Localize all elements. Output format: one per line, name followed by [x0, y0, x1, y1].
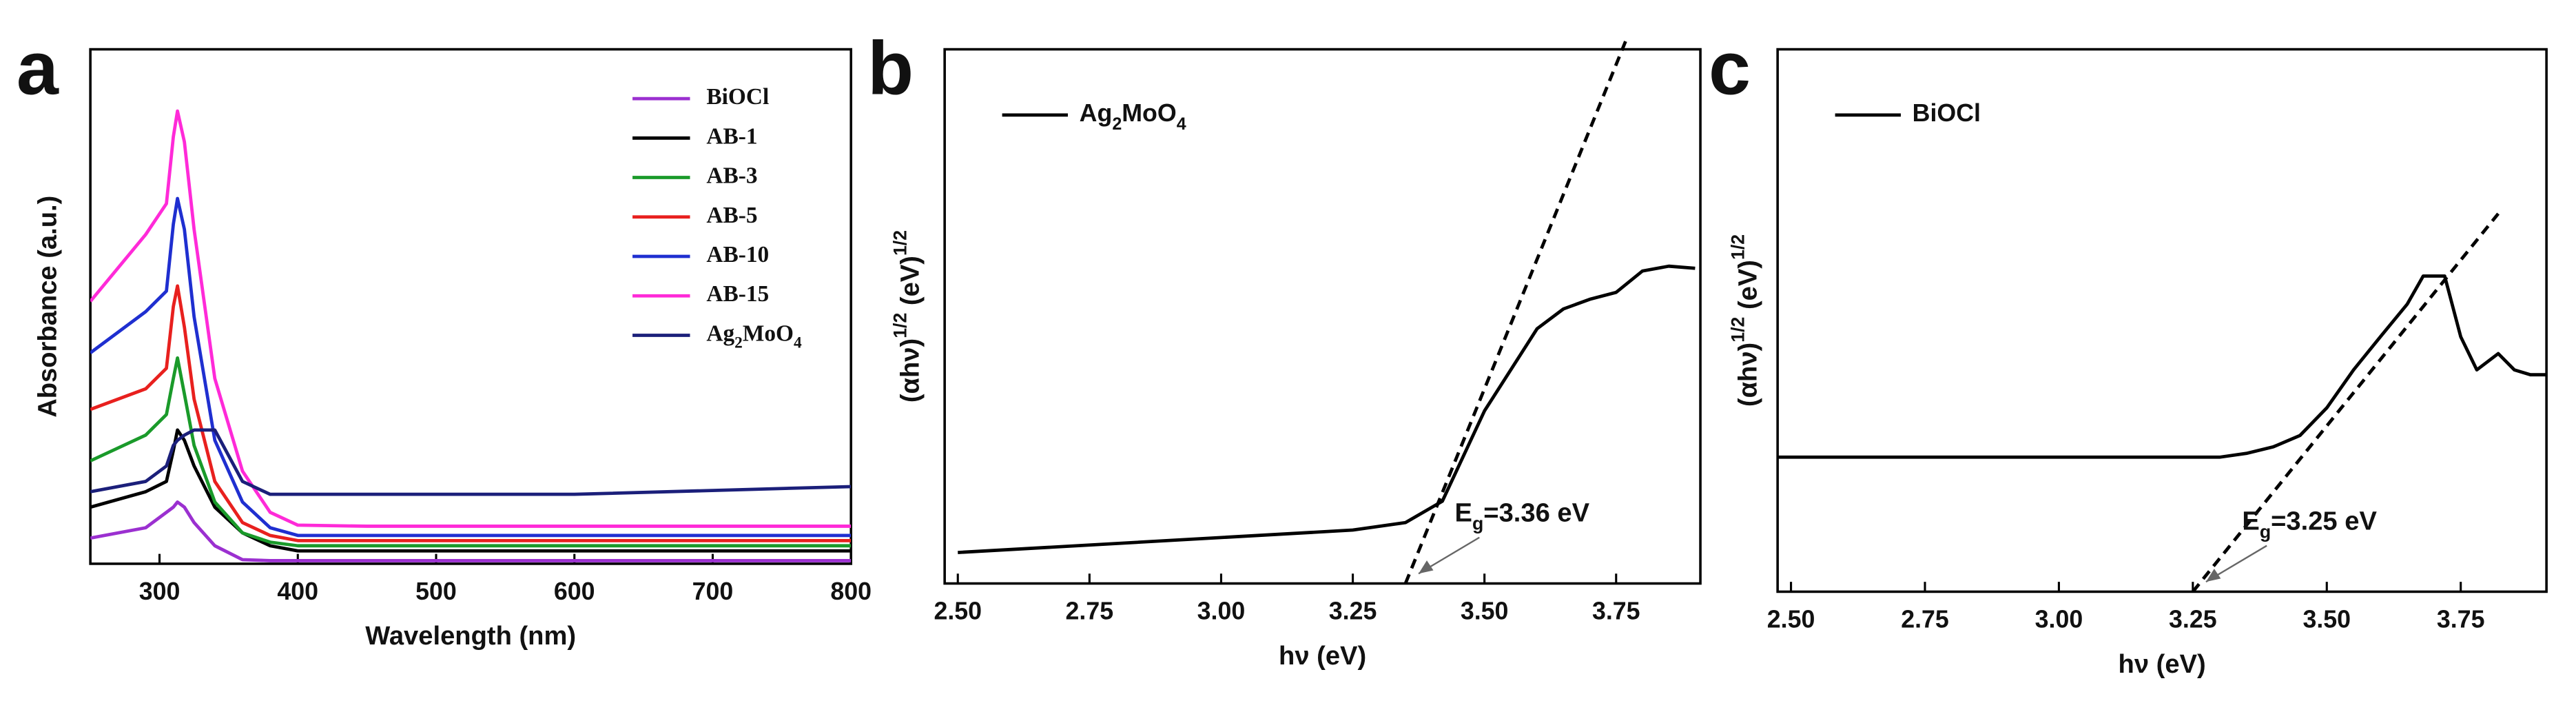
series-line	[90, 356, 852, 548]
x-tick-label: 3.25	[1329, 598, 1377, 625]
legend-label: Ag2MoO4	[1080, 99, 1186, 133]
series-line	[90, 196, 852, 538]
legend-label: Ag2MoO4	[706, 321, 802, 352]
annotation-arrowhead	[2205, 569, 2221, 582]
x-tick-label: 3.50	[1461, 598, 1509, 625]
panel-label: a	[17, 26, 59, 110]
y-axis-label: (αhν)1/2 (eV)1/2	[1728, 234, 1763, 407]
plot-frame	[1776, 48, 2548, 593]
x-tick-label: 300	[139, 578, 181, 605]
series-line	[90, 284, 852, 542]
x-axis-label: hν (eV)	[1279, 641, 1366, 671]
legend-label: BiOCl	[1913, 99, 1981, 127]
x-tick-label: 400	[277, 578, 318, 605]
y-axis-label: (αhν)1/2 (eV)1/2	[890, 230, 925, 403]
legend-label: AB-10	[706, 242, 769, 267]
plot-frame	[943, 48, 1702, 585]
legend-label: AB-15	[706, 281, 769, 307]
x-tick-label: 2.75	[1066, 598, 1114, 625]
x-tick-label: 3.75	[2437, 606, 2485, 633]
x-tick-label: 2.75	[1901, 606, 1949, 633]
x-tick-label: 3.00	[1197, 598, 1246, 625]
series-line	[90, 428, 852, 496]
annotation-arrowhead	[1419, 560, 1434, 574]
legend-label: AB-1	[706, 123, 757, 149]
annotation: Eg=3.36 eV	[1455, 498, 1590, 533]
series-line	[90, 428, 852, 553]
x-tick-label: 3.75	[1592, 598, 1640, 625]
y-axis-label: Absorbance (a.u.)	[33, 196, 63, 418]
panel-label: c	[1709, 26, 1751, 110]
x-tick-label: 600	[554, 578, 595, 605]
x-tick-label: 800	[830, 578, 872, 605]
panel-label: b	[867, 26, 914, 110]
figure-body: a 300 400 500 600 700 800 Wavelength (nm) Absorb…	[17, 26, 2548, 679]
series-line	[90, 500, 852, 562]
series-line	[90, 109, 852, 528]
x-tick-label: 2.50	[934, 598, 982, 625]
legend-label: AB-3	[706, 163, 757, 188]
legend-label: AB-5	[706, 202, 757, 227]
x-tick-label: 700	[692, 578, 734, 605]
series-line	[958, 264, 1696, 554]
legend-label: BiOCl	[706, 84, 769, 110]
x-tick-label: 3.50	[2302, 606, 2351, 633]
x-axis-label: hν (eV)	[2119, 649, 2206, 679]
annotation: Eg=3.25 eV	[2242, 506, 2377, 542]
x-tick-label: 3.00	[2035, 606, 2083, 633]
x-tick-label: 3.25	[2169, 606, 2217, 633]
x-tick-label: 2.50	[1767, 606, 1815, 633]
plot-frame	[89, 48, 853, 565]
x-tick-label: 500	[415, 578, 457, 605]
x-axis-label: Wavelength (nm)	[365, 621, 576, 651]
series-line	[1778, 274, 2547, 459]
